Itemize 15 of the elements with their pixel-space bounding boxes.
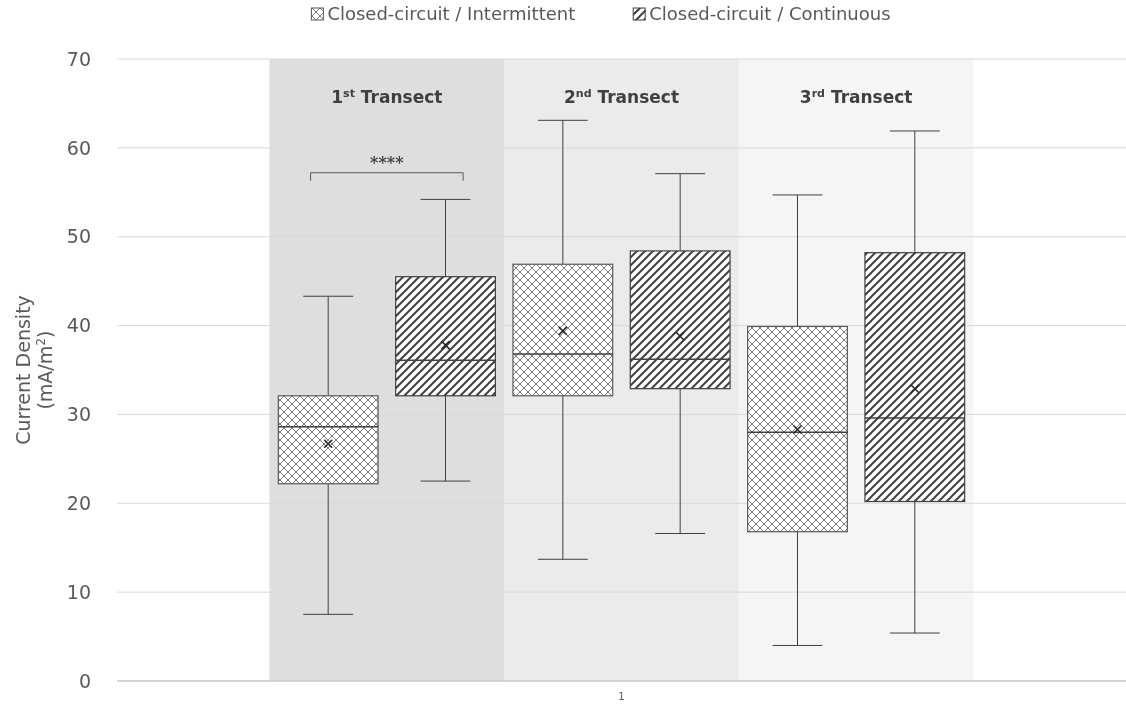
- x-tick-label: 3$^{rd}$ Transect: [799, 86, 913, 107]
- x-tick-label: 1$^{st}$ Transect: [331, 86, 443, 107]
- y-tick-label: 50: [66, 225, 91, 248]
- y-tick-label: 40: [66, 314, 91, 337]
- y-tick-label: 30: [66, 403, 91, 426]
- annotation: ****: [370, 152, 405, 172]
- y-tick-label: 20: [66, 491, 91, 514]
- y-tick-label: 70: [66, 47, 91, 70]
- x-tick-label: 2$^{nd}$ Transect: [563, 86, 680, 107]
- y-tick-label: 0: [78, 669, 91, 692]
- legend-label: Closed-circuit / Continuous: [649, 3, 891, 25]
- text: 1: [618, 691, 625, 702]
- y-tick-label: 10: [66, 580, 91, 603]
- y-tick-label: 60: [66, 136, 91, 159]
- legend-label: Closed-circuit / Intermittent: [327, 3, 576, 25]
